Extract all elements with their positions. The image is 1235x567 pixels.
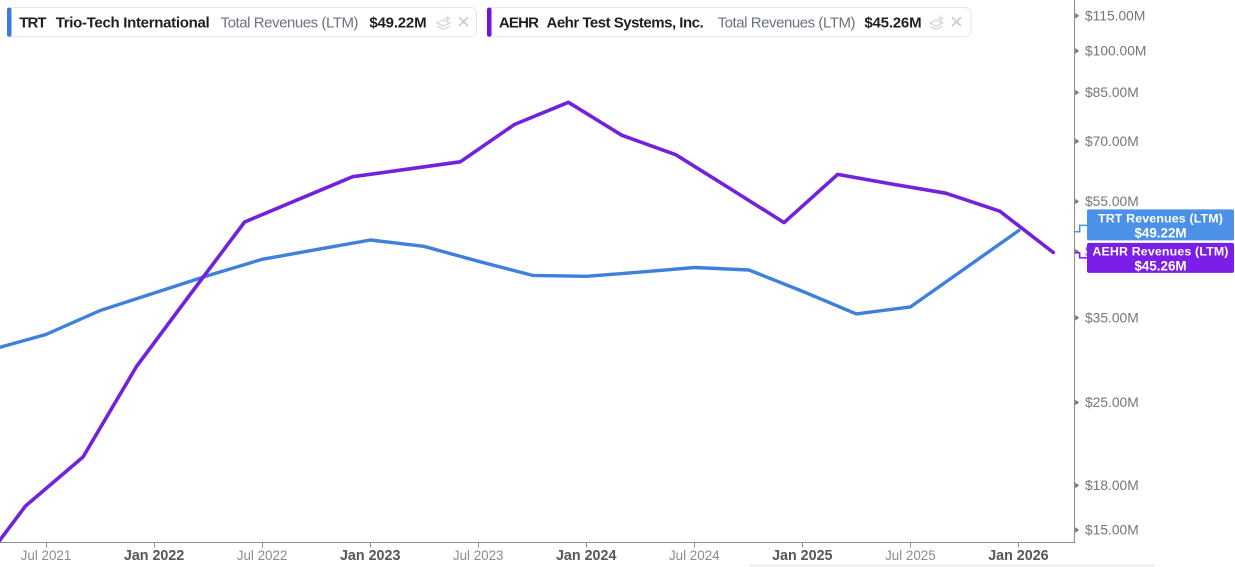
svg-text:$35.00M: $35.00M [1085,311,1139,326]
svg-text:$70.00M: $70.00M [1085,134,1139,149]
svg-text:$85.00M: $85.00M [1085,85,1139,100]
svg-text:Jul 2024: Jul 2024 [669,548,720,563]
svg-text:$15.00M: $15.00M [1085,523,1139,538]
svg-text:$100.00M: $100.00M [1085,44,1146,59]
svg-text:Jan 2026: Jan 2026 [988,548,1048,564]
svg-text:AEHR: AEHR [499,14,539,31]
svg-text:Jan 2025: Jan 2025 [772,548,832,564]
svg-text:Jul 2022: Jul 2022 [237,548,288,563]
svg-text:$49.22M: $49.22M [369,14,426,31]
svg-text:$45.26M: $45.26M [1134,258,1186,273]
svg-text:$49.22M: $49.22M [1134,225,1186,240]
svg-text:AEHR Revenues (LTM): AEHR Revenues (LTM) [1092,245,1228,259]
svg-text:Jul 2021: Jul 2021 [21,548,72,563]
svg-text:Jul 2025: Jul 2025 [885,548,936,563]
svg-text:Jan 2024: Jan 2024 [556,548,616,564]
svg-text:$18.00M: $18.00M [1085,478,1139,493]
svg-text:$115.00M: $115.00M [1085,9,1145,24]
svg-text:Jan 2023: Jan 2023 [340,548,400,564]
svg-text:$45.26M: $45.26M [864,14,921,31]
svg-text:$25.00M: $25.00M [1085,395,1139,410]
svg-text:Jul 2023: Jul 2023 [453,548,504,563]
svg-text:Total Revenues (LTM): Total Revenues (LTM) [718,14,856,31]
svg-text:Aehr Test Systems, Inc.: Aehr Test Systems, Inc. [547,14,704,31]
svg-text:Jan 2022: Jan 2022 [124,548,184,564]
svg-text:Total Revenues (LTM): Total Revenues (LTM) [221,14,359,31]
svg-text:Trio-Tech International: Trio-Tech International [56,14,210,31]
svg-text:TRT Revenues (LTM): TRT Revenues (LTM) [1098,211,1223,225]
svg-text:$55.00M: $55.00M [1085,194,1139,209]
svg-text:TRT: TRT [19,14,46,31]
